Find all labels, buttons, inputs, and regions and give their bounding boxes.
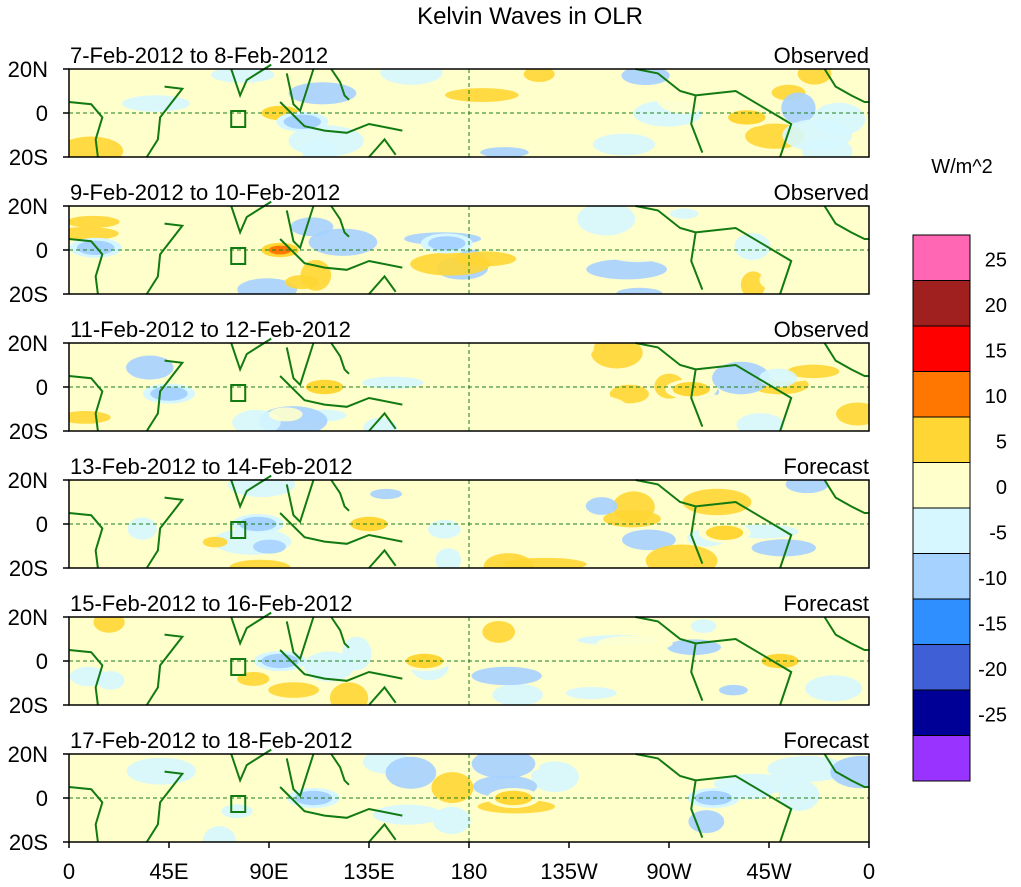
x-tick-label: 90W [646, 859, 691, 884]
colorbar-label: 25 [985, 250, 1007, 272]
x-tick-label: 45E [149, 859, 188, 884]
y-tick-label: 20S [9, 419, 48, 444]
colorbar-units: W/m^2 [931, 156, 993, 178]
y-tick-label: 20N [8, 194, 48, 219]
y-tick-label: 20N [8, 468, 48, 493]
colorbar: W/m^2 25 20 15 10 5 0 -5 -10 -15 -20 -25 [912, 156, 1007, 782]
panel-status: Observed [774, 317, 869, 342]
y-tick-label: 20S [9, 830, 48, 855]
figure-title: Kelvin Waves in OLR [417, 3, 643, 30]
colorbar-label: -25 [978, 705, 1007, 727]
y-tick-label: 0 [36, 375, 48, 400]
y-tick-label: 0 [36, 238, 48, 263]
colorbar-label: -10 [978, 568, 1007, 590]
colorbar-label: 0 [996, 477, 1007, 499]
colorbar-swatch [912, 644, 971, 691]
panel-status: Observed [774, 43, 869, 68]
panel-status: Observed [774, 180, 869, 205]
panel-status: Forecast [783, 454, 869, 479]
colorbar-swatch [912, 689, 971, 736]
olr-field [69, 206, 869, 294]
x-tick-label: 180 [451, 859, 488, 884]
y-tick-label: 0 [36, 512, 48, 537]
colorbar-swatch [912, 325, 971, 372]
colorbar-swatch [912, 280, 971, 327]
y-tick-label: 20S [9, 556, 48, 581]
coastlines [68, 748, 869, 843]
olr-field [69, 69, 869, 157]
coastlines [68, 337, 869, 432]
panel-period: 13-Feb-2012 to 14-Feb-2012 [70, 454, 353, 479]
y-tick-label: 0 [36, 786, 48, 811]
y-tick-label: 0 [36, 101, 48, 126]
x-tick-label: 135W [540, 859, 598, 884]
map-panel: 17-Feb-2012 to 18-Feb-2012 Forecast 20N 0 20… [8, 728, 870, 855]
olr-field [69, 754, 869, 842]
panel-period: 11-Feb-2012 to 12-Feb-2012 [70, 317, 351, 342]
map-panel: 15-Feb-2012 to 16-Feb-2012 Forecast 20N 0 20… [8, 591, 870, 718]
colorbar-swatch [912, 553, 971, 600]
map-panel: 13-Feb-2012 to 14-Feb-2012 Forecast 20N 0 20… [8, 454, 870, 581]
y-tick-label: 0 [36, 649, 48, 674]
y-tick-label: 20S [9, 693, 48, 718]
colorbar-label: 20 [985, 295, 1007, 317]
map-panel: 7-Feb-2012 to 8-Feb-2012 Observed 20N 0 20S [8, 43, 870, 170]
panel-period: 9-Feb-2012 to 10-Feb-2012 [70, 180, 340, 205]
x-tick-label: 90E [249, 859, 288, 884]
colorbar-swatch [912, 507, 971, 554]
y-tick-label: 20S [9, 282, 48, 307]
x-tick-label: 135E [343, 859, 394, 884]
coastlines [68, 474, 869, 569]
map-panel: 9-Feb-2012 to 10-Feb-2012 Observed 20N 0 20S [8, 180, 870, 307]
x-tick-label: 0 [63, 859, 75, 884]
panels: 7-Feb-2012 to 8-Feb-2012 Observed20N020S9… [8, 43, 870, 855]
colorbar-label: 15 [985, 341, 1007, 363]
colorbar-swatch [912, 371, 971, 418]
y-tick-label: 20S [9, 145, 48, 170]
colorbar-label: -20 [978, 659, 1007, 681]
x-tick-label: 0 [863, 859, 875, 884]
x-axis: 0 45E 90E 135E 180 135W 90W 45W 0 [63, 842, 875, 884]
colorbar-swatch [912, 735, 971, 782]
panel-period: 17-Feb-2012 to 18-Feb-2012 [70, 728, 353, 753]
y-tick-label: 20N [8, 742, 48, 767]
colorbar-swatch [912, 234, 971, 281]
x-tick-label: 45W [746, 859, 791, 884]
colorbar-swatch [912, 416, 971, 463]
panel-status: Forecast [783, 591, 869, 616]
coastlines [68, 63, 869, 158]
panel-period: 7-Feb-2012 to 8-Feb-2012 [70, 43, 328, 68]
coastlines [68, 200, 869, 295]
colorbar-label: -5 [989, 523, 1007, 545]
colorbar-label: -15 [978, 614, 1007, 636]
coastlines [68, 611, 869, 706]
colorbar-swatch [912, 598, 971, 645]
panel-period: 15-Feb-2012 to 16-Feb-2012 [70, 591, 353, 616]
y-tick-label: 20N [8, 331, 48, 356]
colorbar-label: 5 [996, 432, 1007, 454]
map-panel: 11-Feb-2012 to 12-Feb-2012 Observed 20N 0 20… [8, 317, 870, 444]
y-tick-label: 20N [8, 57, 48, 82]
colorbar-swatch [912, 462, 971, 509]
panel-status: Forecast [783, 728, 869, 753]
y-tick-label: 20N [8, 605, 48, 630]
colorbar-label: 10 [985, 386, 1007, 408]
